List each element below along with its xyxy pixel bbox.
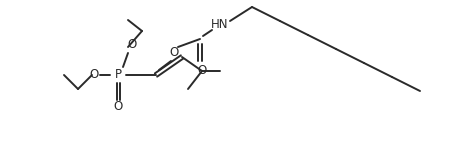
Text: O: O	[89, 69, 99, 81]
Text: O: O	[113, 100, 123, 114]
Text: O: O	[197, 64, 206, 78]
Text: O: O	[169, 46, 179, 60]
Text: HN: HN	[211, 18, 229, 32]
Text: P: P	[114, 69, 121, 81]
Text: O: O	[127, 39, 137, 51]
